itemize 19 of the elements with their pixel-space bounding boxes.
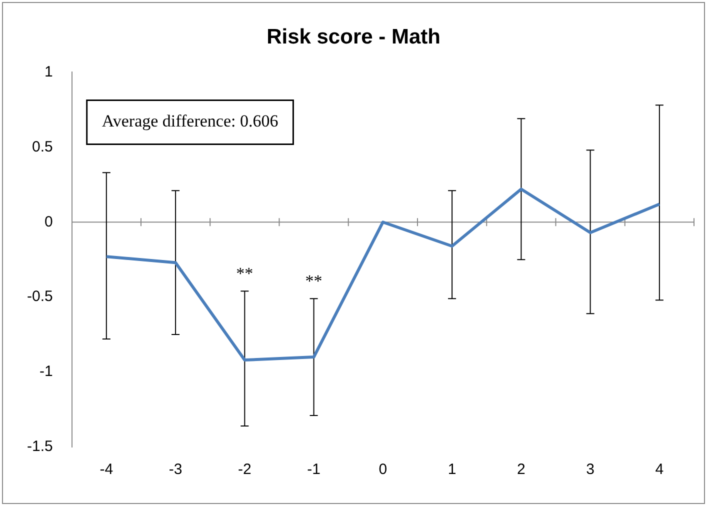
x-tick-label: -4 bbox=[100, 461, 114, 478]
x-tick-label: -2 bbox=[238, 461, 252, 478]
annotation: Average difference: 0.606 bbox=[102, 112, 278, 131]
x-tick-label: 3 bbox=[586, 461, 594, 478]
y-tick-label: 1 bbox=[44, 63, 53, 80]
x-tick-label: 1 bbox=[448, 461, 456, 478]
annotation: ** bbox=[236, 264, 254, 284]
x-tick-label: -1 bbox=[307, 461, 320, 478]
y-tick-label: 0 bbox=[44, 213, 53, 230]
x-tick-label: 4 bbox=[655, 461, 664, 478]
x-tick-label: 0 bbox=[378, 461, 388, 478]
x-tick-label: 2 bbox=[517, 461, 526, 478]
y-tick-label: -1 bbox=[40, 363, 53, 380]
x-tick-label: -3 bbox=[168, 461, 182, 478]
annotation: ** bbox=[305, 272, 322, 291]
y-tick-label: -0.5 bbox=[26, 288, 53, 306]
y-tick-label: 0.5 bbox=[32, 138, 53, 156]
chart-title: Risk score - Math bbox=[266, 25, 440, 48]
y-tick-label: -1.5 bbox=[26, 438, 53, 456]
